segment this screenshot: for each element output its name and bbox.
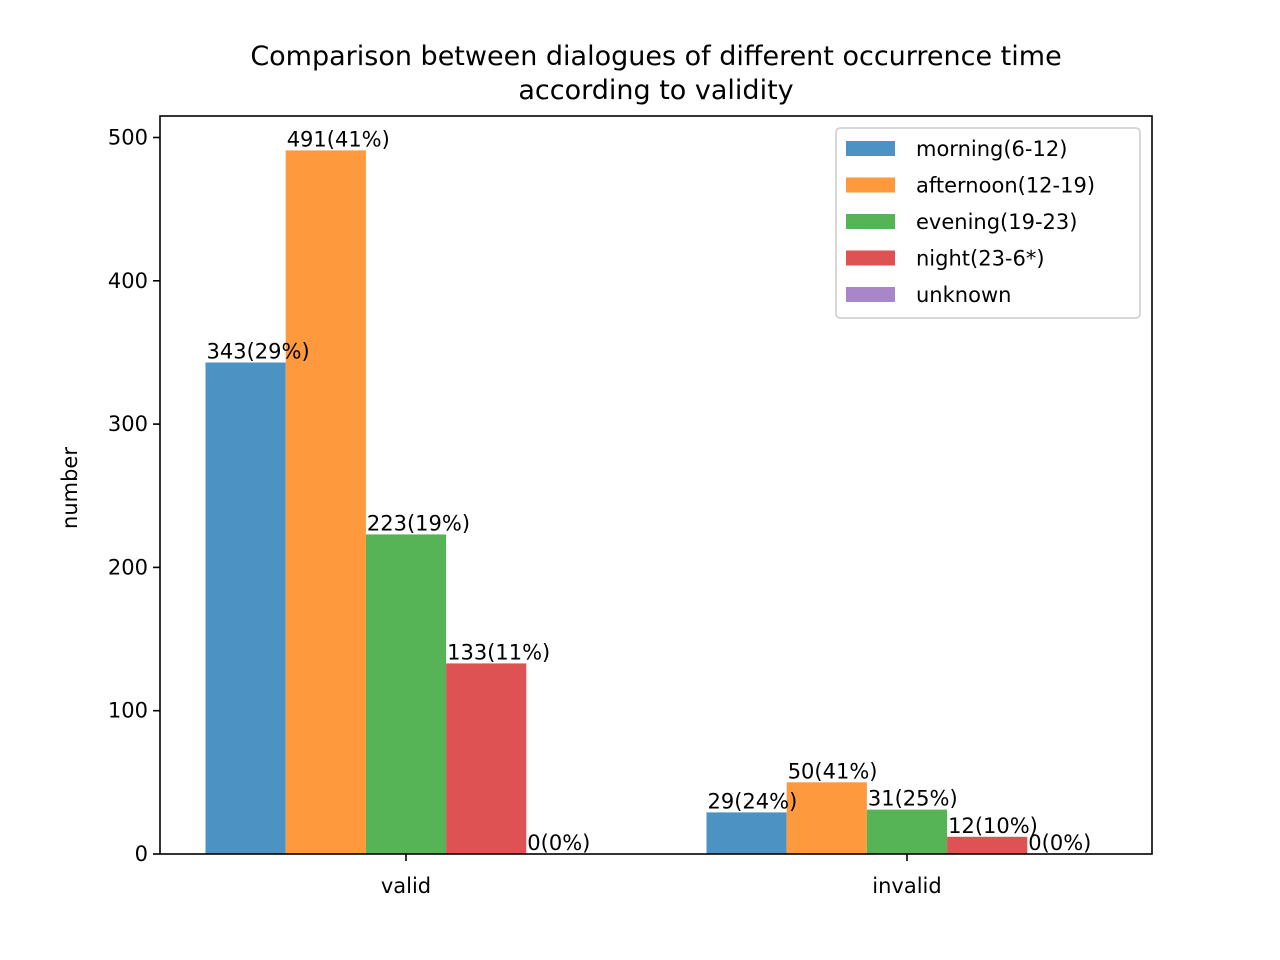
y-tick-label-400: 400 (108, 269, 148, 293)
data-label-invalid-0: 29(24%) (708, 789, 798, 813)
data-label-valid-2: 223(19%) (367, 511, 470, 535)
legend-swatch-3 (846, 250, 895, 266)
data-label-valid-3: 133(11%) (447, 640, 550, 664)
legend-frame (835, 127, 1141, 319)
chart-title-line-2: according to validity (518, 75, 793, 106)
bar-invalid-2 (866, 809, 948, 854)
bar-valid-2 (365, 534, 447, 854)
y-axis: 0 100 200 300 400 500 (108, 125, 160, 866)
data-label-valid-1: 491(41%) (287, 127, 390, 151)
plot-area-frame (159, 115, 1153, 855)
bars-layer (205, 150, 1028, 854)
bar-valid-0 (205, 362, 286, 854)
legend-label-2: evening(19-23) (916, 210, 1077, 234)
legend-swatch-2 (846, 214, 895, 229)
bar-invalid-1 (786, 782, 867, 854)
y-axis-label: number (58, 447, 82, 529)
bar-invalid-3 (947, 836, 1028, 854)
bar-valid-1 (285, 150, 366, 854)
y-tick-label-0: 0 (135, 842, 148, 866)
data-labels-layer: 343(29%) 29(24%) 491(41%) 50(41%) 223(19%) 31… (207, 127, 1092, 855)
x-tick-label-invalid: invalid (872, 874, 941, 898)
data-label-invalid-4: 0(0%) (1028, 831, 1091, 855)
y-tick-label-200: 200 (108, 555, 148, 579)
legend-label-3: night(23-6*) (916, 247, 1045, 271)
legend-label-0: morning(6-12) (916, 137, 1067, 161)
bar-invalid-0 (706, 812, 787, 854)
y-tick-label-500: 500 (108, 125, 148, 149)
legend-swatch-0 (846, 141, 895, 156)
data-label-invalid-1: 50(41%) (788, 759, 878, 783)
bar-valid-3 (446, 663, 527, 854)
chart-title-line-1: Comparison between dialogues of differen… (250, 41, 1061, 72)
legend: morning(6-12) afternoon(12-19) evening(19-… (835, 127, 1141, 319)
legend-label-1: afternoon(12-19) (916, 174, 1095, 198)
y-tick-label-100: 100 (108, 699, 148, 723)
legend-swatch-1 (846, 177, 895, 193)
data-label-invalid-2: 31(25%) (868, 787, 958, 811)
legend-label-4: unknown (916, 283, 1011, 307)
legend-swatch-4 (846, 287, 895, 302)
x-axis: valid invalid (381, 854, 942, 898)
x-tick-label-valid: valid (381, 874, 431, 898)
data-label-invalid-3: 12(10%) (948, 814, 1038, 838)
data-label-valid-0: 343(29%) (207, 340, 310, 364)
y-tick-label-300: 300 (108, 412, 148, 436)
data-label-valid-4: 0(0%) (527, 831, 590, 855)
